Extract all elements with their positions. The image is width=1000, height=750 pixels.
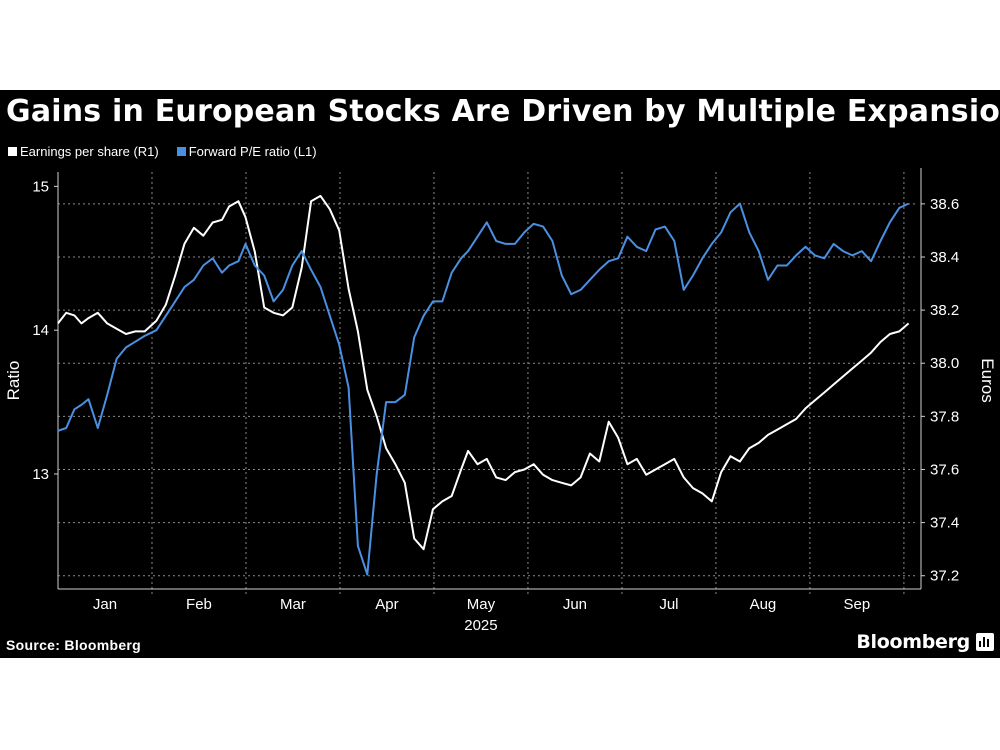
series-line-pe [57,202,910,576]
brand-name: Bloomberg [856,631,970,653]
right-tick-label: 37.8 [930,408,959,425]
x-tick-label-jul: Jul [659,596,678,613]
left-tick-label: 14 [32,322,49,339]
x-tick-label-aug: Aug [750,596,777,613]
x-tick-label-apr: Apr [375,596,398,613]
right-tick-label: 38.0 [930,355,959,372]
right-tick-label: 38.6 [930,196,959,213]
x-year-label: 2025 [464,617,497,634]
left-tick-label: 15 [32,178,49,195]
legend: Earnings per share (R1) Forward P/E rati… [8,144,317,159]
legend-swatch-eps [8,147,17,156]
bar-chart-icon [976,633,994,651]
source-text: Source: Bloomberg [6,637,142,653]
x-tick-label-mar: Mar [280,596,306,613]
x-tick-label-may: May [467,596,496,613]
x-tick-label-feb: Feb [186,596,212,613]
legend-swatch-pe [176,147,186,156]
legend-label-eps: Earnings per share (R1) [20,144,159,159]
x-tick-label-sep: Sep [844,596,871,613]
legend-item-pe[interactable]: Forward P/E ratio (L1) [176,144,317,159]
right-tick-label: 37.4 [930,515,959,532]
series-line-eps [57,194,910,551]
right-axis-title: Euros [978,358,997,402]
plot-area: 13 14 15 37.2 37.4 37.6 37.8 38.0 38.2 38.4 38.6 Ja… [4,168,997,634]
legend-item-eps[interactable]: Earnings per share (R1) [8,144,159,159]
x-tick-label-jan: Jan [93,596,117,613]
left-axis-title: Ratio [4,361,23,401]
chart-panel: 13 14 15 37.2 37.4 37.6 37.8 38.0 38.2 38.4 38.6 Ja… [0,90,1000,658]
right-tick-label: 37.6 [930,461,959,478]
right-tick-label: 37.2 [930,568,959,585]
right-tick-label: 38.2 [930,302,959,319]
brand-logo: Bloomberg [856,631,994,653]
x-tick-label-jun: Jun [563,596,587,613]
right-tick-label: 38.4 [930,249,959,266]
legend-label-pe: Forward P/E ratio (L1) [188,144,317,159]
chart-title: Gains in European Stocks Are Driven by M… [6,94,1000,129]
left-tick-label: 13 [32,466,49,483]
